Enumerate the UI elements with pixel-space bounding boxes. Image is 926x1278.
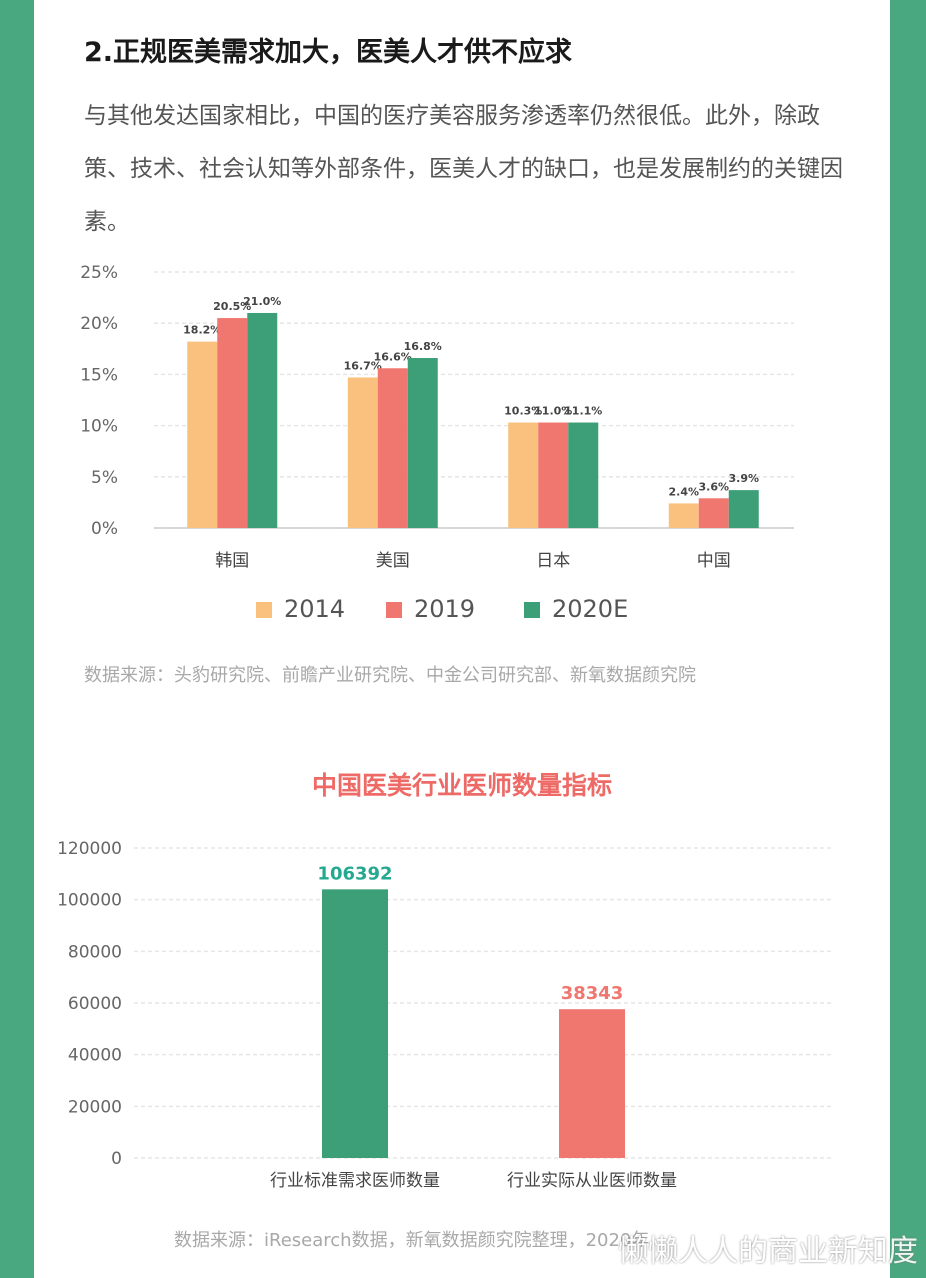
chart1-ytick-label: 15% — [80, 365, 118, 385]
chart1-bar — [668, 503, 699, 528]
chart1-bar — [377, 368, 408, 528]
chart1-data-label: 3.6% — [698, 480, 729, 493]
chart1-category-label: 中国 — [697, 551, 731, 571]
chart1-bar — [728, 490, 759, 528]
chart1-bar — [247, 312, 278, 528]
chart2-ytick-label: 0 — [111, 1149, 122, 1169]
chart2-ytick-label: 120000 — [57, 839, 122, 859]
chart2-title: 中国医美行业医师数量指标 — [311, 771, 612, 800]
chart2-data-label: 38343 — [561, 983, 624, 1004]
chart1-data-label: 10.3% — [504, 405, 542, 418]
chart2-category-label: 行业实际从业医师数量 — [507, 1171, 677, 1191]
chart1-legend-swatch — [524, 602, 540, 618]
chart2-data-label: 106392 — [317, 863, 392, 884]
chart1-legend-label: 2020E — [552, 595, 628, 623]
chart1-ytick-label: 20% — [80, 314, 118, 334]
chart2-bar — [559, 1009, 625, 1158]
chart1-bar — [538, 422, 569, 528]
article-card: 2.正规医美需求加大，医美人才供不应求 与其他发达国家相比，中国的医疗美容服务渗… — [34, 0, 890, 1278]
chart1-ytick-label: 25% — [80, 263, 118, 283]
chart1-source: 数据来源：头豹研究院、前瞻产业研究院、中金公司研究部、新氧数据颜究院 — [84, 665, 696, 686]
chart2-source: 数据来源：iResearch数据，新氧数据颜究院整理，2020年 — [174, 1230, 650, 1251]
chart1-category-label: 韩国 — [215, 551, 249, 571]
chart1-category-label: 美国 — [376, 551, 410, 571]
chart1-legend-swatch — [386, 602, 402, 618]
chart1-data-label: 2.4% — [668, 485, 699, 498]
chart2-ytick-label: 100000 — [57, 891, 122, 911]
chart1-category-label: 日本 — [536, 551, 570, 571]
chart2-ytick-label: 20000 — [68, 1097, 122, 1117]
section-heading: 2.正规医美需求加大，医美人才供不应求 — [84, 37, 573, 68]
chart1-data-label: 16.7% — [344, 359, 382, 372]
chart1-bar — [217, 318, 248, 528]
chart2-bar — [322, 889, 388, 1158]
chart1-data-label: 16.6% — [374, 350, 412, 363]
chart1-data-label: 18.2% — [183, 324, 221, 337]
chart1-bar — [508, 422, 539, 528]
chart1-bar — [407, 358, 438, 528]
chart1-ytick-label: 5% — [91, 468, 118, 488]
chart1-bar — [347, 377, 378, 528]
chart1-legend-label: 2014 — [284, 595, 345, 623]
chart1-data-label: 11.1% — [564, 405, 602, 418]
chart2-ytick-label: 40000 — [68, 1046, 122, 1066]
section-paragraph: 与其他发达国家相比，中国的医疗美容服务渗透率仍然很低。此外，除政策、技术、社会认… — [84, 103, 843, 235]
chart1-data-label: 20.5% — [213, 300, 251, 313]
chart1-ytick-label: 10% — [80, 417, 118, 437]
chart1-legend-label: 2019 — [414, 595, 475, 623]
chart1-data-label: 11.0% — [534, 405, 572, 418]
watermark-text: 懒懒人人的商业新知度 — [618, 1234, 918, 1269]
chart1-bar — [698, 498, 729, 528]
chart2-ytick-label: 60000 — [68, 994, 122, 1014]
chart2-category-label: 行业标准需求医师数量 — [270, 1171, 440, 1191]
chart1-bar — [187, 341, 218, 528]
doctor-count-chart: 120000 100000 80000 60000 40000 20000 0 106392 行… — [57, 839, 834, 1191]
chart1-bar — [568, 422, 599, 528]
chart1-data-label: 21.0% — [243, 295, 281, 308]
chart1-legend-swatch — [256, 602, 272, 618]
chart1-data-label: 16.8% — [404, 340, 442, 353]
chart2-ytick-label: 80000 — [68, 942, 122, 962]
penetration-rate-chart: 25%20%15%10%5%0%18.2%20.5%21.0%韩国16.7%16… — [80, 263, 794, 623]
chart1-ytick-label: 0% — [91, 519, 118, 539]
chart1-data-label: 3.9% — [728, 472, 759, 485]
